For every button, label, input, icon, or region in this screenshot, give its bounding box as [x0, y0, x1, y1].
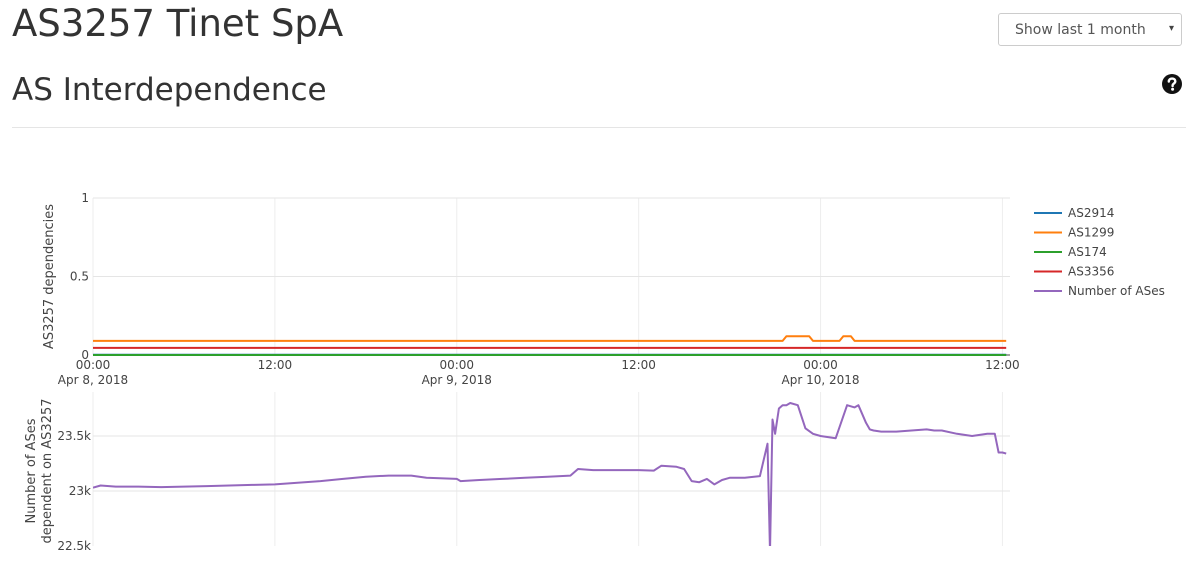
x-tick-label: 12:00: [985, 358, 1020, 372]
top-y-tick-label: 1: [81, 191, 89, 205]
bottom-y-tick-label: 23k: [69, 484, 91, 498]
bottom-y-tick-label: 23.5k: [57, 429, 91, 443]
x-tick-label: 12:00: [258, 358, 293, 372]
question-circle-icon[interactable]: [1162, 74, 1182, 94]
bottom-y-axis-title-line1: Number of ASes: [24, 418, 39, 523]
x-tick-date-label: Apr 8, 2018: [58, 373, 128, 387]
top-y-axis-title: AS3257 dependencies: [42, 204, 57, 349]
x-tick-label: 00:00: [76, 358, 111, 372]
x-tick-label: 00:00: [439, 358, 474, 372]
x-tick-label: 00:00: [803, 358, 838, 372]
section-divider: [12, 127, 1186, 128]
bottom-y-axis-title-line2: dependent on AS3257: [40, 398, 55, 543]
x-tick-label: 12:00: [621, 358, 656, 372]
series-line-number-of-ases: [93, 402, 1007, 546]
series-line-as1299: [93, 335, 1007, 342]
time-range-select-label: Show last 1 month: [1015, 22, 1146, 38]
legend-label: AS174: [1068, 245, 1107, 259]
legend-label: AS2914: [1068, 206, 1114, 220]
x-tick-date-label: Apr 9, 2018: [422, 373, 492, 387]
x-tick-date-label: Apr 10, 2018: [782, 373, 860, 387]
top-y-tick-label: 0: [81, 348, 89, 362]
time-range-select[interactable]: Show last 1 month ▾: [998, 13, 1182, 46]
bottom-y-tick-label: 22.5k: [57, 539, 91, 553]
top-y-tick-label: 0.5: [70, 270, 89, 284]
section-title: AS Interdependence: [12, 72, 327, 108]
chevron-down-icon: ▾: [1168, 23, 1174, 34]
page-title: AS3257 Tinet SpA: [12, 2, 344, 45]
legend-label: AS3356: [1068, 265, 1114, 279]
legend-label: Number of ASes: [1068, 284, 1165, 298]
legend-label: AS1299: [1068, 226, 1114, 240]
